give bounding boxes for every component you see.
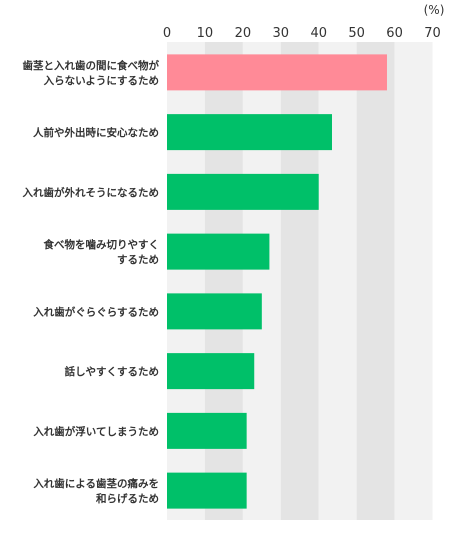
category-label: 人前や外出時に安心なため	[33, 126, 159, 139]
bars	[167, 54, 387, 509]
bar	[167, 233, 270, 270]
category-label: 入れ歯が浮いてしまうため	[33, 425, 159, 438]
x-tick-label: 30	[273, 26, 290, 41]
x-tick-label: 40	[310, 26, 327, 41]
x-tick-label: 10	[197, 26, 214, 41]
x-tick-label: 60	[386, 26, 403, 41]
category-label: 入らないようにするため	[44, 75, 159, 87]
x-tick-label: 70	[424, 26, 441, 41]
category-label: 入れ歯による歯茎の痛みを	[33, 477, 159, 490]
grid-band	[318, 42, 357, 520]
bar	[167, 412, 247, 449]
category-label: 和らげるため	[95, 492, 159, 505]
grid-band	[280, 42, 319, 520]
unit-label: (%)	[424, 3, 445, 17]
bar	[167, 173, 319, 210]
category-label: 入れ歯がぐらぐらするため	[33, 305, 159, 318]
grid-band	[394, 42, 433, 520]
grid-band	[242, 42, 281, 520]
category-label: 入れ歯が外れそうになるため	[23, 186, 160, 199]
x-tick-label: 20	[235, 26, 252, 41]
grid-band	[356, 42, 395, 520]
category-label: するため	[117, 254, 159, 266]
category-label: 食べ物を噛み切りやすく	[43, 238, 160, 251]
x-tick-label: 50	[348, 26, 365, 41]
x-axis-ticks: 0 10 20 30 40 50 60 70	[163, 26, 441, 41]
x-tick-label: 0	[163, 26, 171, 41]
bar	[167, 353, 255, 390]
bar	[167, 54, 387, 91]
category-labels: 歯茎と入れ歯の間に食べ物が入らないようにするため人前や外出時に安心なため入れ歯が…	[23, 59, 160, 505]
bar	[167, 114, 332, 151]
category-label: 歯茎と入れ歯の間に食べ物が	[23, 59, 160, 72]
category-label: 話しやすくするため	[65, 365, 159, 378]
bar	[167, 472, 247, 509]
bar	[167, 293, 262, 330]
